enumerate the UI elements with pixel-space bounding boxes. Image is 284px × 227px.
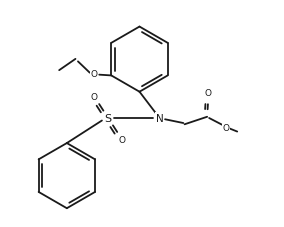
Text: O: O bbox=[118, 135, 126, 144]
Text: O: O bbox=[222, 123, 229, 132]
Text: N: N bbox=[156, 114, 163, 123]
Text: O: O bbox=[91, 70, 98, 79]
Text: O: O bbox=[205, 89, 212, 98]
Text: O: O bbox=[91, 93, 98, 102]
Text: S: S bbox=[105, 114, 112, 123]
